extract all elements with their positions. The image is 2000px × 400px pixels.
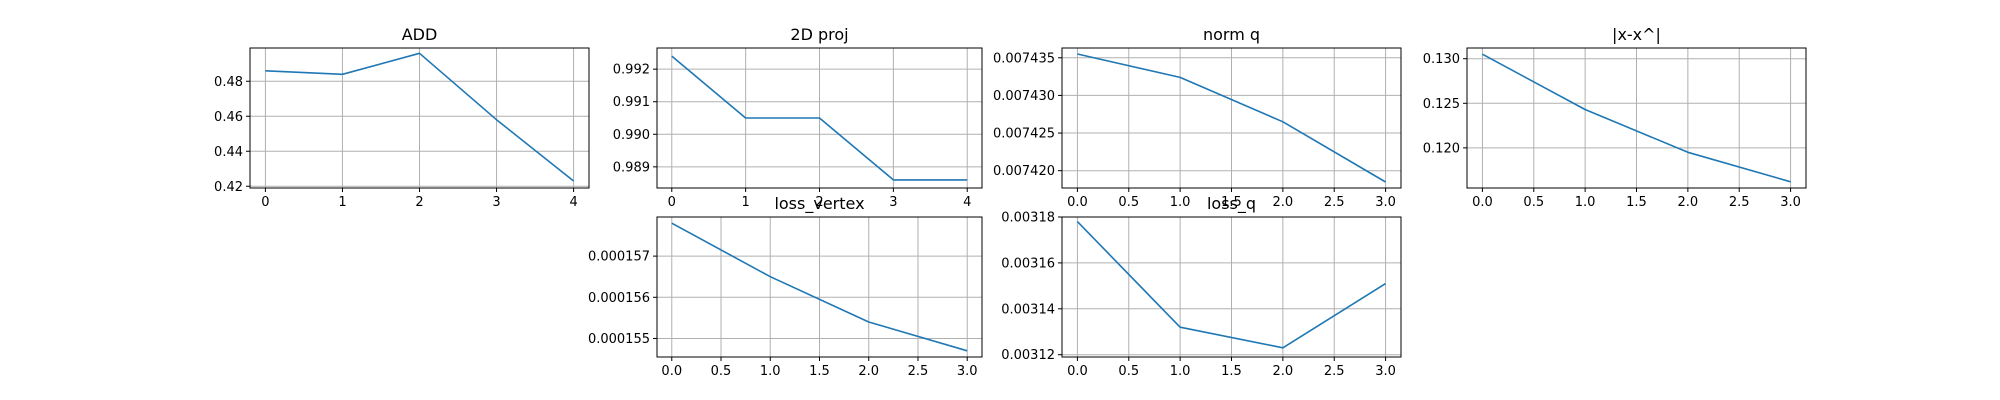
x-tick-label: 1.5 [1221, 195, 1242, 210]
y-tick-label: 0.46 [214, 110, 243, 125]
y-tick-label: 0.007430 [993, 89, 1055, 104]
x-tick-label: 1.0 [760, 364, 781, 379]
axes-frame [656, 47, 983, 189]
x-tick-label: 0.0 [1067, 195, 1088, 210]
x-tick-label: 2 [415, 195, 423, 210]
x-tick-label: 2 [815, 195, 823, 210]
subplot-1: 0 1 2 3 4 0.989 0.990 0.991 0.992 2D proj [613, 25, 983, 210]
y-tick-label: 0.120 [1423, 141, 1460, 156]
series-line [1076, 221, 1387, 349]
x-tick-label: 1.0 [1575, 195, 1596, 210]
y-tick-label: 0.990 [613, 128, 650, 143]
y-tick-label: 0.125 [1423, 97, 1460, 112]
y-tick-label: 0.000156 [588, 291, 650, 306]
x-tick-label: 3 [492, 195, 500, 210]
axes-frame [1061, 47, 1402, 189]
x-tick-label: 1.5 [1626, 195, 1647, 210]
subplot-5: 0.0 0.5 1.0 1.5 2.0 2.5 3.0 0.00312 0.00314 0.003… [1001, 194, 1402, 379]
x-tick-label: 4 [569, 195, 577, 210]
y-tick-label: 0.00312 [1001, 348, 1055, 363]
y-tick-label: 0.130 [1423, 52, 1460, 67]
y-tick-label: 0.992 [613, 63, 650, 78]
x-tick-label: 1.0 [1170, 195, 1191, 210]
x-tick-label: 2.5 [1324, 364, 1345, 379]
y-tick-label: 0.007420 [993, 164, 1055, 179]
series-line [671, 222, 968, 352]
y-tick-label: 0.00318 [1001, 211, 1055, 226]
x-tick-label: 3 [889, 195, 897, 210]
x-tick-label: 0 [668, 195, 676, 210]
x-tick-label: 3.0 [1780, 195, 1801, 210]
chart-title: loss_vertex [774, 194, 864, 214]
axes-frame [1061, 216, 1402, 358]
chart-title: |x-x^| [1612, 25, 1661, 44]
x-tick-label: 0.0 [1472, 195, 1493, 210]
x-tick-label: 0.5 [1118, 364, 1139, 379]
y-tick-label: 0.00314 [1001, 302, 1055, 317]
x-tick-label: 2.0 [1273, 195, 1294, 210]
x-tick-label: 1.0 [1170, 364, 1191, 379]
x-tick-label: 0 [261, 195, 269, 210]
x-tick-label: 3.0 [1375, 364, 1396, 379]
x-tick-label: 0.0 [1067, 364, 1088, 379]
chart-title: norm q [1203, 25, 1260, 44]
series-line [1482, 53, 1791, 183]
subplot-0: 0 1 2 3 4 0.42 0.44 0.46 0.48 ADD [214, 25, 590, 210]
x-tick-label: 3.0 [957, 364, 978, 379]
y-tick-label: 0.000157 [588, 250, 650, 265]
y-tick-label: 0.000155 [588, 332, 650, 347]
chart-title: loss_q [1207, 194, 1256, 214]
axes-frame [249, 47, 590, 189]
y-tick-label: 0.989 [613, 160, 650, 175]
subplot-4: 0.0 0.5 1.0 1.5 2.0 2.5 3.0 0.000155 0.000156 0.0… [588, 194, 983, 379]
x-tick-label: 2.0 [858, 364, 879, 379]
x-tick-label: 4 [963, 195, 971, 210]
y-tick-label: 0.48 [214, 75, 243, 90]
x-tick-label: 0.5 [1118, 195, 1139, 210]
y-tick-label: 0.007435 [993, 51, 1055, 66]
x-tick-label: 0.0 [661, 364, 682, 379]
x-tick-label: 0.5 [1523, 195, 1544, 210]
x-tick-label: 0.5 [711, 364, 732, 379]
subplot-3: 0.0 0.5 1.0 1.5 2.0 2.5 3.0 0.120 0.125 0.130 |x-x… [1423, 25, 1807, 210]
x-tick-label: 2.0 [1678, 195, 1699, 210]
axes-frame [656, 216, 983, 358]
x-tick-label: 1.5 [1221, 364, 1242, 379]
chart-title: ADD [402, 25, 438, 44]
x-tick-label: 2.5 [1324, 195, 1345, 210]
x-tick-label: 3.0 [1375, 195, 1396, 210]
x-tick-label: 2.0 [1273, 364, 1294, 379]
y-tick-label: 0.44 [214, 145, 243, 160]
series-line [671, 55, 968, 181]
x-tick-label: 2.5 [1729, 195, 1750, 210]
chart-title: 2D proj [790, 25, 848, 44]
x-tick-label: 1 [338, 195, 346, 210]
y-tick-label: 0.00316 [1001, 256, 1055, 271]
x-tick-label: 1.5 [809, 364, 830, 379]
series-line [1077, 53, 1387, 183]
y-tick-label: 0.42 [214, 180, 243, 195]
y-tick-label: 0.991 [613, 95, 650, 110]
subplot-2: 0.0 0.5 1.0 1.5 2.0 2.5 3.0 0.007420 0.007425 0.0… [993, 25, 1402, 210]
y-tick-label: 0.007425 [993, 127, 1055, 142]
x-tick-label: 1 [741, 195, 749, 210]
x-tick-label: 2.5 [908, 364, 929, 379]
series-line [265, 52, 575, 182]
axes-frame [1466, 47, 1807, 189]
